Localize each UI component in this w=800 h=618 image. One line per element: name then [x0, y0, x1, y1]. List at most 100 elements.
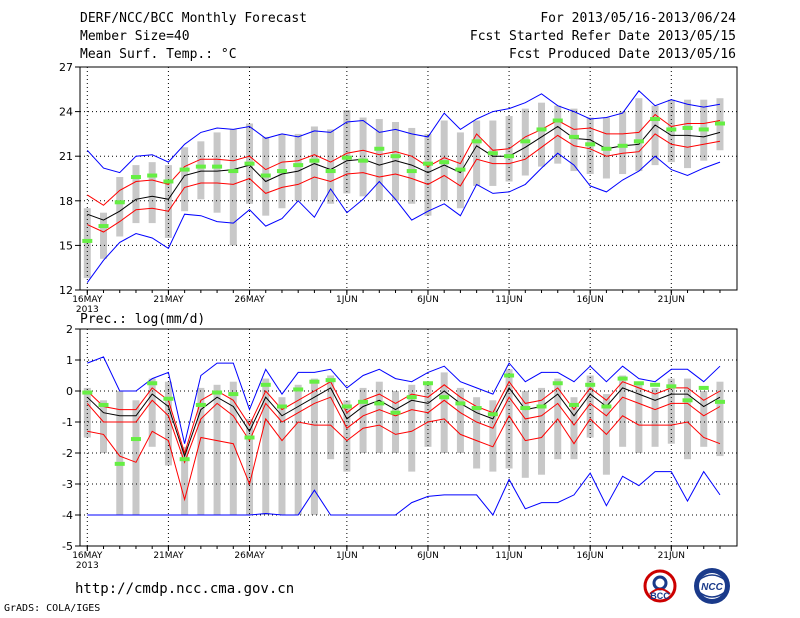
precipitation-box-6 [164, 381, 172, 466]
precipitation-xtick-label-16JUN: 16JUN [576, 551, 603, 561]
precipitation-median-16 [325, 378, 336, 383]
precipitation-box-36 [651, 387, 659, 447]
temperature-median-31 [568, 134, 579, 139]
precipitation-median-36 [650, 382, 661, 387]
forecast-start-date: Fcst Started Refer Date 2013/05/15 [469, 29, 736, 44]
temperature-xtick-label-6JUN: 6JUN [417, 295, 439, 305]
precipitation-median-6 [163, 396, 174, 401]
temperature-ytick-label-12: 12 [59, 284, 73, 297]
precipitation-ytick-label--2: -2 [62, 447, 73, 460]
temperature-box-35 [635, 98, 643, 172]
precipitation-box-2 [100, 400, 108, 453]
precipitation-median-23 [439, 395, 450, 400]
temperature-box-6 [164, 165, 172, 238]
precipitation-median-20 [390, 410, 401, 415]
precipitation-median-39 [698, 385, 709, 390]
temperature-median-6 [163, 179, 174, 184]
forecast-produced-date: Fcst Produced Date 2013/05/16 [509, 47, 736, 62]
bcc-logo: BCC [643, 569, 677, 603]
temperature-median-27 [504, 154, 515, 159]
temperature-box-25 [473, 120, 481, 186]
precipitation-median-27 [504, 373, 515, 378]
temperature-median-24 [455, 167, 466, 172]
precipitation-xtick-label-16MAY: 16MAY [72, 551, 103, 561]
temperature-box-3 [116, 177, 124, 237]
precipitation-xtick-sublabel-16MAY: 2013 [76, 561, 99, 571]
temperature-median-7 [179, 167, 190, 172]
precipitation-box-31 [570, 397, 578, 460]
precipitation-median-3 [114, 461, 125, 466]
precipitation-box-37 [667, 378, 675, 444]
precipitation-median-40 [714, 399, 725, 404]
precipitation-box-19 [375, 381, 383, 453]
precipitation-line-lower [86, 396, 721, 464]
precipitation-median-11 [244, 435, 255, 440]
temperature-box-34 [619, 111, 627, 175]
precipitation-box-28 [521, 391, 529, 478]
precipitation-box-32 [586, 375, 594, 438]
precipitation-box-23 [440, 372, 448, 453]
precipitation-median-18 [358, 399, 369, 404]
precipitation-median-25 [471, 406, 482, 411]
precipitation-box-15 [310, 378, 318, 515]
temperature-box-14 [294, 133, 302, 201]
temperature-median-3 [114, 200, 125, 205]
logos: BCC NCC [643, 568, 730, 604]
temperature-box-20 [392, 122, 400, 201]
precipitation-median-13 [276, 404, 287, 409]
precipitation-box-40 [716, 381, 724, 457]
precipitation-box-10 [229, 381, 237, 515]
chart-title: DERF/NCC/BCC Monthly Forecast [80, 11, 307, 26]
precip-variable-label: Prec.: log(mm/d) [80, 312, 205, 327]
temperature-xtick-label-21MAY: 21MAY [153, 295, 184, 305]
precipitation-box-1 [83, 387, 91, 438]
precipitation-box-16 [327, 375, 335, 460]
temperature-line-mean [87, 124, 721, 221]
precipitation-box-26 [489, 400, 497, 472]
temperature-median-1 [82, 238, 93, 243]
footer-url[interactable]: http://cmdp.ncc.cma.gov.cn [75, 581, 295, 597]
ncc-logo-text: NCC [701, 582, 723, 593]
temperature-box-31 [570, 108, 578, 172]
temperature-median-14 [293, 163, 304, 168]
precipitation-xtick-label-11JUN: 11JUN [495, 551, 522, 561]
precipitation-box-20 [392, 391, 400, 453]
temperature-median-10 [228, 169, 239, 174]
temperature-median-26 [487, 151, 498, 156]
temperature-xtick-label-26MAY: 26MAY [234, 295, 265, 305]
precipitation-box-4 [132, 400, 140, 515]
precipitation-median-28 [520, 406, 531, 411]
temperature-median-32 [585, 142, 596, 147]
precipitation-median-24 [455, 401, 466, 406]
precipitation-box-22 [424, 381, 432, 447]
temperature-box-8 [197, 141, 205, 200]
temperature-median-17 [341, 155, 352, 160]
precipitation-median-17 [341, 404, 352, 409]
temperature-median-8 [195, 164, 206, 169]
temperature-ytick-label-18: 18 [59, 195, 73, 208]
precipitation-ytick-label-2: 2 [66, 323, 73, 336]
temperature-median-19 [374, 146, 385, 151]
temperature-median-23 [439, 160, 450, 165]
precipitation-ytick-label--5: -5 [62, 540, 73, 553]
precipitation-ytick-label--3: -3 [62, 478, 73, 491]
precipitation-box-34 [619, 375, 627, 447]
temperature-xtick-label-16JUN: 16JUN [576, 295, 603, 305]
precipitation-line-max [87, 356, 721, 444]
temperature-xtick-sublabel-16MAY: 2013 [76, 305, 99, 315]
temperature-median-28 [520, 139, 531, 144]
temperature-box-9 [213, 132, 221, 213]
temperature-ytick-label-15: 15 [59, 239, 73, 252]
temperature-median-25 [471, 139, 482, 144]
precipitation-ytick-label--1: -1 [62, 416, 73, 429]
temperature-median-29 [536, 127, 547, 132]
precipitation-box-13 [278, 397, 286, 515]
temperature-box-16 [327, 129, 335, 204]
temperature-box-10 [229, 129, 237, 246]
temperature-median-5 [147, 173, 158, 178]
temperature-box-4 [132, 165, 140, 224]
precipitation-xtick-label-26MAY: 26MAY [234, 551, 265, 561]
temperature-median-18 [358, 158, 369, 163]
